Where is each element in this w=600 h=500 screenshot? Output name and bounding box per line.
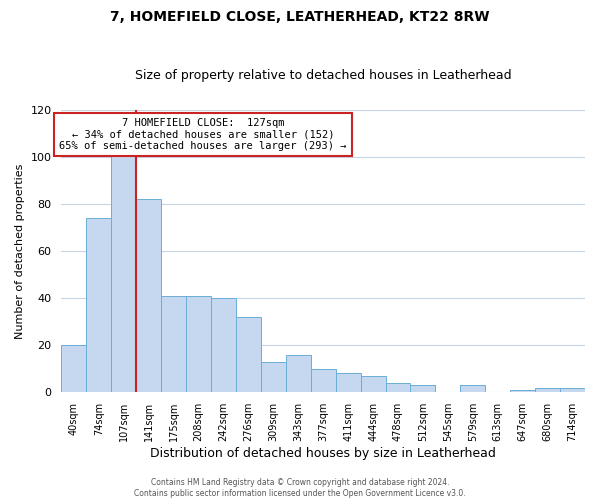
Y-axis label: Number of detached properties: Number of detached properties (15, 164, 25, 338)
Bar (136, 199, 161, 392)
Bar (86, 218, 111, 392)
Text: 7, HOMEFIELD CLOSE, LEATHERHEAD, KT22 8RW: 7, HOMEFIELD CLOSE, LEATHERHEAD, KT22 8R… (110, 10, 490, 24)
Bar (236, 317, 261, 392)
Bar (111, 154, 136, 392)
X-axis label: Distribution of detached houses by size in Leatherhead: Distribution of detached houses by size … (150, 447, 496, 460)
Bar (161, 296, 186, 392)
Bar (510, 390, 535, 392)
Bar (361, 376, 386, 392)
Bar (286, 354, 311, 393)
Bar (386, 383, 410, 392)
Bar (560, 388, 585, 392)
Bar (211, 298, 236, 392)
Bar (460, 386, 485, 392)
Bar (535, 388, 560, 392)
Bar (261, 362, 286, 392)
Bar (410, 386, 436, 392)
Bar (61, 345, 86, 393)
Text: 7 HOMEFIELD CLOSE:  127sqm
← 34% of detached houses are smaller (152)
65% of sem: 7 HOMEFIELD CLOSE: 127sqm ← 34% of detac… (59, 118, 347, 151)
Bar (186, 296, 211, 392)
Bar (311, 369, 335, 392)
Bar (335, 374, 361, 392)
Title: Size of property relative to detached houses in Leatherhead: Size of property relative to detached ho… (135, 69, 512, 82)
Text: Contains HM Land Registry data © Crown copyright and database right 2024.
Contai: Contains HM Land Registry data © Crown c… (134, 478, 466, 498)
